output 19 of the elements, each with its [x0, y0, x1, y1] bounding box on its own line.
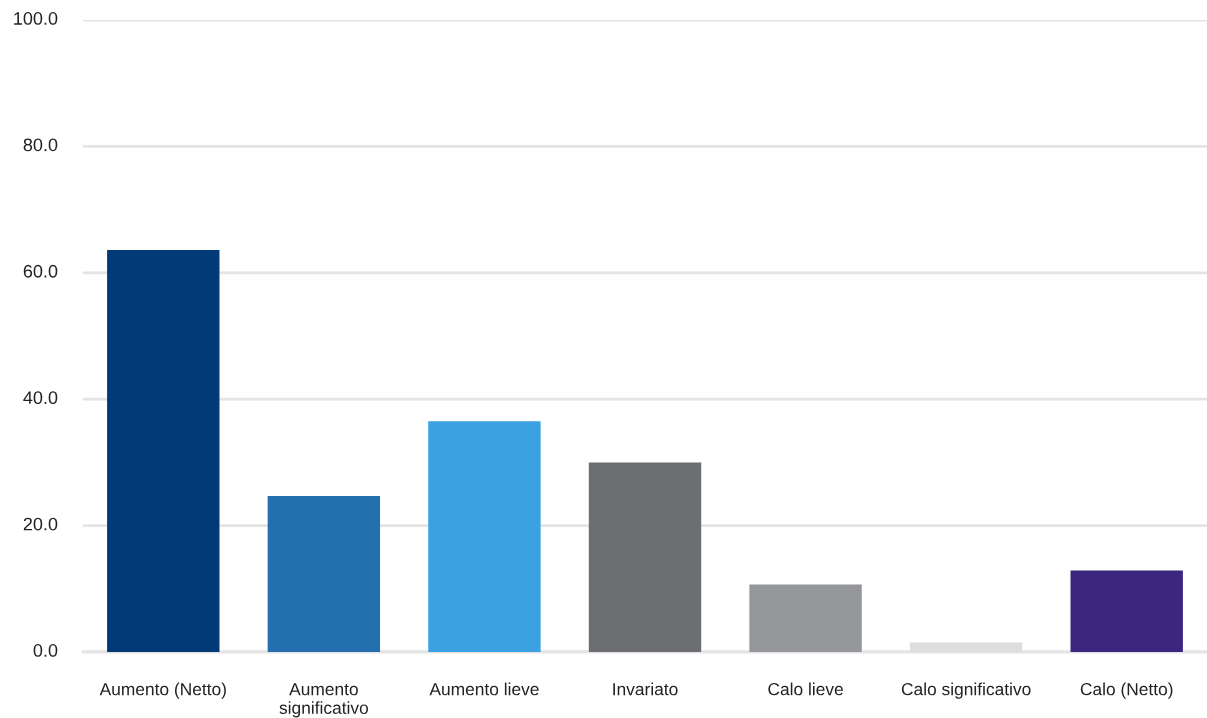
- y-tick-label: 20.0: [23, 517, 58, 531]
- x-tick-label: Calo lieve: [768, 682, 843, 696]
- x-tick-label: Calo significativo: [901, 682, 1031, 699]
- y-tick-label: 80.0: [23, 138, 58, 152]
- bar: [267, 495, 381, 652]
- bar: [749, 584, 862, 652]
- bar: [1070, 570, 1183, 652]
- y-tick-label: 40.0: [23, 391, 58, 405]
- y-tick-label: 0.0: [33, 644, 58, 657]
- bar: [107, 250, 220, 652]
- x-tick-label: Calo (Netto): [1080, 682, 1173, 699]
- bar: [588, 462, 702, 652]
- x-tick-label: Aumento lieve: [429, 682, 539, 696]
- y-tick-label: 100.0: [14, 12, 58, 25]
- x-tick-label: Aumento significativo: [279, 683, 368, 718]
- x-tick-label: Aumento (Netto): [99, 682, 226, 699]
- bar: [428, 421, 541, 652]
- x-tick-label: Invariato: [613, 682, 678, 696]
- y-tick-label: 60.0: [23, 264, 58, 278]
